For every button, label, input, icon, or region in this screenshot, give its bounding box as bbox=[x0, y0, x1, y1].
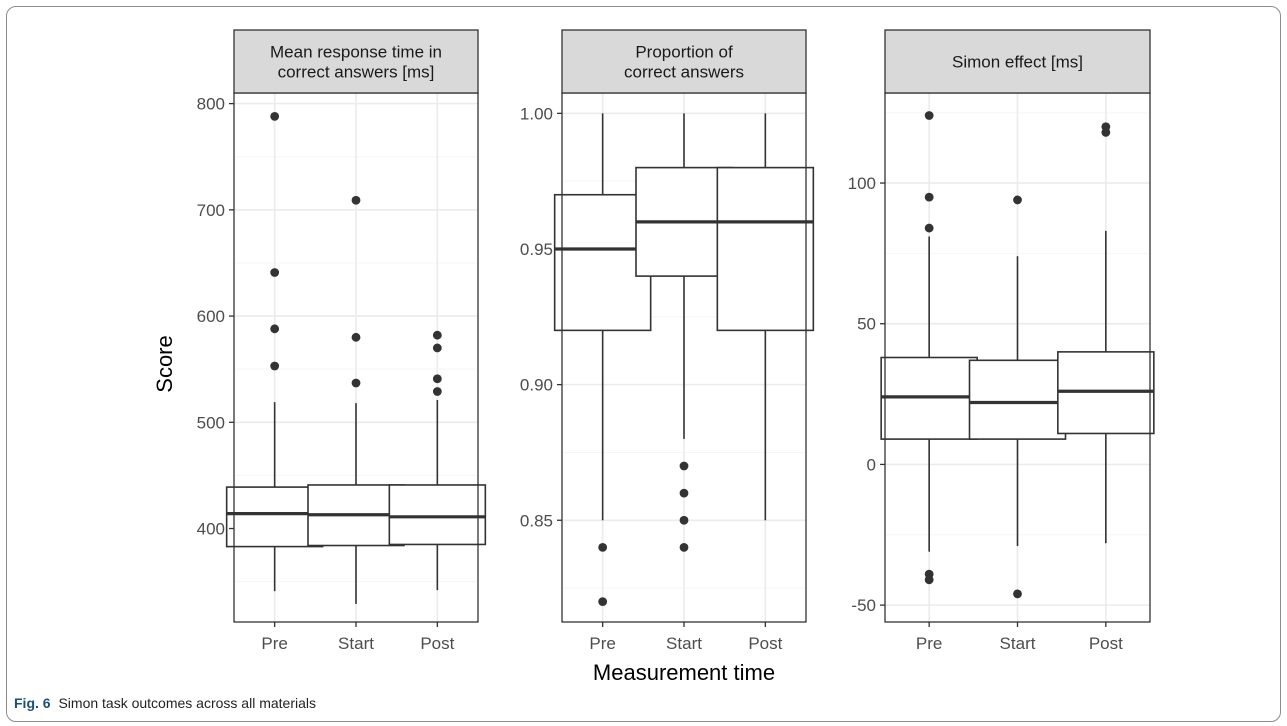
panel-0-strip bbox=[233, 29, 479, 94]
panel-0-post-outlier-0 bbox=[432, 387, 442, 396]
panel-1-ytick-label-0: 0.85 bbox=[520, 511, 553, 530]
panel-0-post-outlier-2 bbox=[432, 343, 442, 353]
panel-0-ytick-label-2: 600 bbox=[197, 307, 225, 326]
panel-0-pre-outlier-2 bbox=[270, 268, 280, 277]
panel-1-pre-outlier-1 bbox=[598, 542, 608, 552]
panel-0-ytick-label-3: 700 bbox=[197, 201, 225, 220]
panel-2-pre-outlier-3 bbox=[924, 192, 934, 202]
panel-0-pre-outlier-0 bbox=[270, 361, 280, 371]
panel-1-ytick-label-2: 0.95 bbox=[520, 240, 553, 259]
panel-0-start-outlier-1 bbox=[351, 332, 361, 342]
panel-1-xtick-label-2: Post bbox=[748, 634, 782, 653]
panel-0-ytick-label-4: 800 bbox=[197, 95, 225, 114]
panel-1-pre-box bbox=[553, 193, 652, 332]
panel-0-post-outlier-3 bbox=[432, 330, 442, 340]
x-axis-title: Measurement time bbox=[593, 660, 775, 685]
panel-0-xtick-label-2: Post bbox=[420, 634, 454, 653]
panel-0-ytick-label-1: 500 bbox=[197, 413, 225, 432]
panel-1-ytick-label-1: 0.90 bbox=[520, 376, 553, 395]
panel-2-xtick-label-1: Start bbox=[1000, 634, 1036, 653]
caption-text: Simon task outcomes across all materials bbox=[58, 695, 316, 711]
panel-0-start-outlier-0 bbox=[351, 378, 361, 388]
panel-2-xtick-label-2: Post bbox=[1089, 634, 1123, 653]
panel-0-xtick-label-1: Start bbox=[338, 634, 374, 653]
panel-0-ytick-label-0: 400 bbox=[197, 520, 225, 539]
panel-1-pre-outlier-0 bbox=[598, 597, 608, 607]
panel-2-ytick-label-3: 100 bbox=[848, 174, 876, 193]
panel-0-xtick-label-0: Pre bbox=[261, 634, 287, 653]
panel-0-pre-outlier-3 bbox=[270, 111, 280, 121]
figure-caption: Fig. 6 Simon task outcomes across all ma… bbox=[14, 695, 316, 711]
panel-2-ytick-label-2: 50 bbox=[857, 315, 876, 334]
panel-2-strip bbox=[884, 29, 1151, 94]
panel-2-pre-outlier-2 bbox=[924, 223, 934, 233]
y-axis-title: Score bbox=[152, 335, 177, 392]
panel-1-post-box bbox=[716, 166, 815, 332]
panel-1-strip-title-line-1: correct answers bbox=[624, 63, 744, 82]
caption-label: Fig. 6 bbox=[14, 695, 51, 711]
panel-2-strip-title-line-0: Simon effect [ms] bbox=[952, 53, 1083, 72]
panel-2-start-outlier-1 bbox=[1013, 195, 1022, 205]
panel-0-post-box bbox=[388, 484, 487, 546]
panel-0-post-outlier-1 bbox=[432, 374, 442, 384]
panel-2-start-box bbox=[968, 359, 1067, 440]
panel-2-post-outlier-1 bbox=[1101, 122, 1111, 132]
panel-1-strip-title-line-0: Proportion of bbox=[635, 43, 733, 62]
panel-2-ytick-label-1: 0 bbox=[867, 455, 876, 474]
panel-0-strip-title-line-1: correct answers [ms] bbox=[278, 63, 435, 82]
panel-2-pre-outlier-1 bbox=[924, 569, 934, 579]
panel-0-start-outlier-2 bbox=[351, 195, 361, 205]
panel-1-strip bbox=[561, 29, 807, 94]
panel-2-pre-outlier-4 bbox=[924, 111, 934, 120]
panel-2-ytick-label-0: -50 bbox=[851, 596, 876, 615]
panel-1-xtick-label-1: Start bbox=[666, 634, 702, 653]
panel-0-pre-box bbox=[225, 486, 324, 548]
panel-1-start-outlier-1 bbox=[679, 515, 689, 525]
panel-0-strip-title-line-0: Mean response time in bbox=[270, 43, 442, 62]
panel-1-start-outlier-2 bbox=[679, 488, 689, 498]
panel-1-start-outlier-3 bbox=[679, 461, 689, 471]
panel-0-pre-outlier-1 bbox=[270, 324, 280, 334]
panel-1-start-outlier-0 bbox=[679, 542, 689, 552]
panel-1-xtick-label-0: Pre bbox=[589, 634, 615, 653]
panel-1-ytick-label-3: 1.00 bbox=[520, 104, 553, 123]
panel-2-start-outlier-0 bbox=[1013, 589, 1022, 599]
panel-2-xtick-label-0: Pre bbox=[916, 634, 942, 653]
